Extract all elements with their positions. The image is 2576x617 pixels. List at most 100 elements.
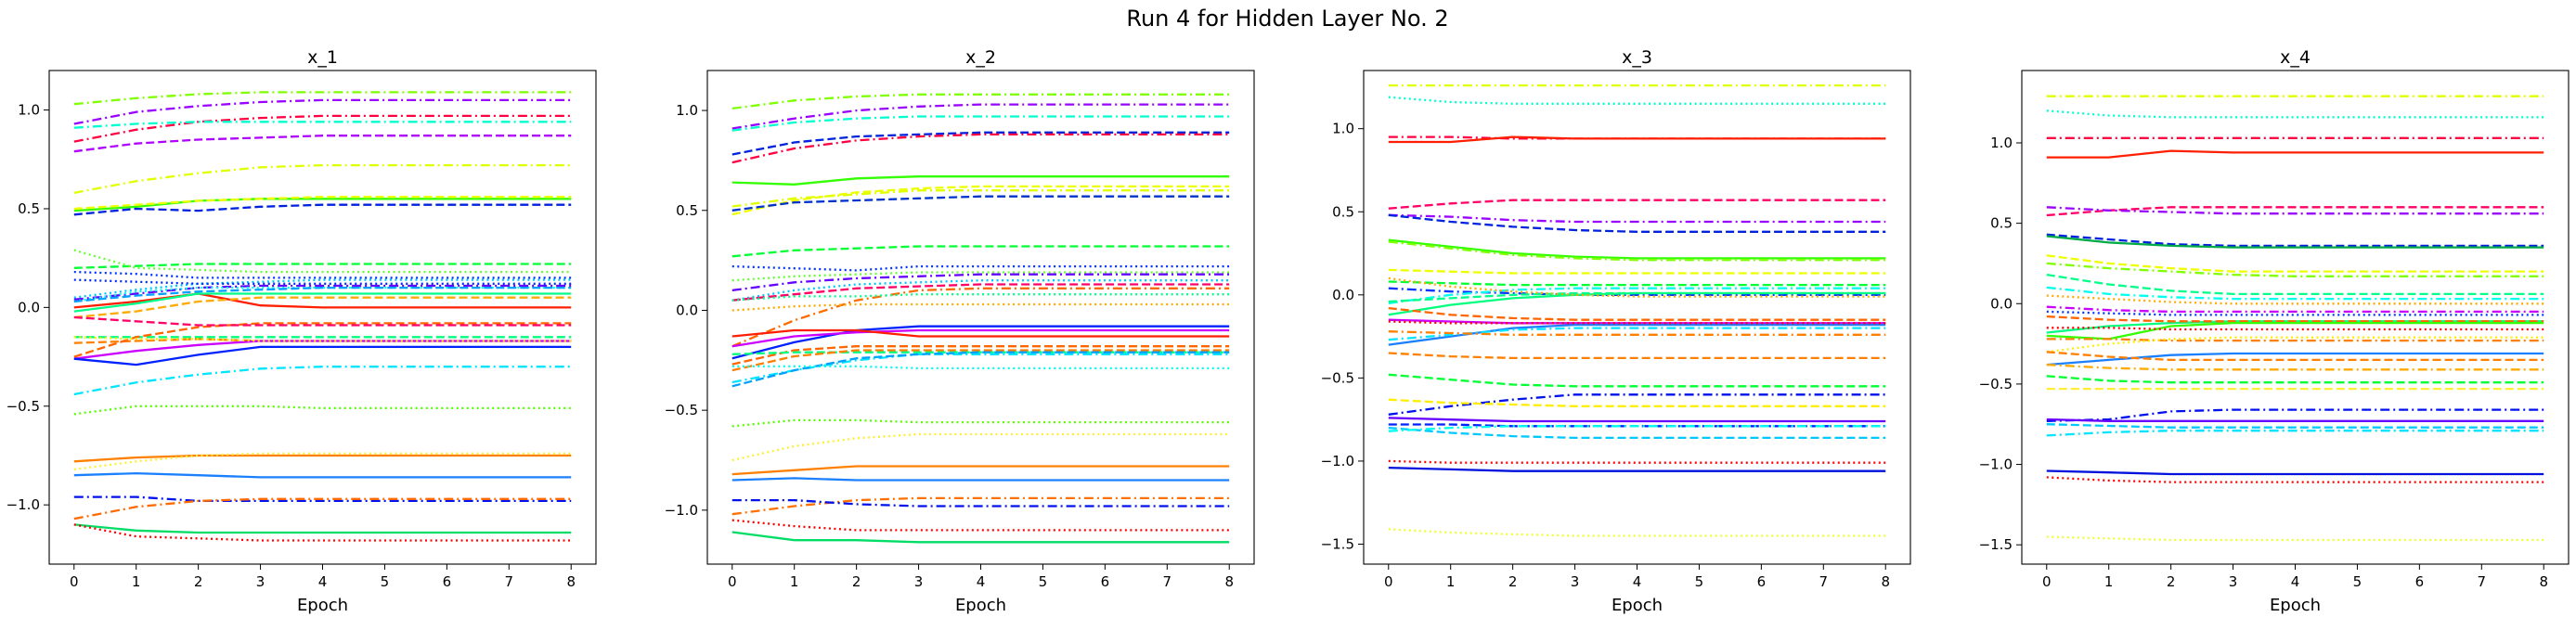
axes-frame (48, 70, 597, 565)
y-tick-label: 1.0 (18, 102, 40, 119)
x-tick-label: 1 (132, 573, 141, 590)
series-line-15 (1388, 291, 1886, 316)
x-tick-label: 2 (194, 573, 203, 590)
series-line-9 (73, 121, 572, 129)
series-line-21 (73, 286, 572, 303)
chart-panel-4: 0 1 2 3 4 5 6 7 8 −1.5 −1.0 −0.5 0.0 0.5 1.0 x_4 Epoch (1979, 47, 2570, 615)
y-tick-label: −0.5 (1321, 369, 1354, 386)
series-line-17 (731, 293, 1230, 302)
y-tick-label: −1.5 (1321, 536, 1354, 553)
series-line-30 (731, 465, 1230, 476)
figure-title: Run 4 for Hidden Layer No. 2 (1126, 6, 1448, 32)
y-tick-label: −1.0 (1979, 456, 2013, 473)
series-line-15 (2046, 310, 2544, 316)
y-tick-label: −1.0 (6, 496, 40, 513)
series-line-6 (731, 175, 1230, 186)
x-tick-label: 6 (2415, 573, 2425, 590)
y-tick-label: 1.0 (676, 102, 698, 119)
series-line-5 (1388, 199, 1886, 210)
series-line-14 (2046, 305, 2544, 314)
series-line-27 (2046, 408, 2544, 422)
series-line-34 (73, 497, 572, 521)
series-line-32 (73, 452, 572, 471)
series-line-16 (731, 287, 1230, 348)
series-group (2046, 95, 2544, 542)
series-line-16 (1388, 276, 1886, 298)
series-line-15 (73, 249, 572, 274)
series-group (731, 93, 1230, 544)
x-tick-label: 8 (1224, 573, 1234, 590)
x-tick-label: 6 (1757, 573, 1767, 590)
series-line-9 (2046, 254, 2544, 273)
series-line-18 (2046, 321, 2544, 341)
series-line-8 (1388, 238, 1886, 260)
series-line-30 (2046, 430, 2544, 437)
series-line-7 (73, 98, 572, 125)
series-line-24 (731, 349, 1230, 372)
series-line-29 (73, 336, 572, 342)
series-line-19 (73, 284, 572, 301)
y-tick-label: −1.0 (1321, 453, 1354, 469)
x-tick-label: 5 (2353, 573, 2362, 590)
series-line-26 (73, 315, 572, 327)
series-line-22 (1388, 330, 1886, 336)
series-line-8 (731, 189, 1230, 208)
y-tick-label: −0.5 (1979, 376, 2013, 392)
series-line-25 (2046, 375, 2544, 384)
series-line-23 (1388, 352, 1886, 360)
x-tick-label: 1 (2104, 573, 2114, 590)
series-group (73, 91, 572, 542)
series-line-19 (2046, 327, 2544, 331)
series-line-6 (2046, 206, 2544, 215)
series-line-14 (731, 279, 1230, 302)
x-tick-label: 0 (2042, 573, 2052, 590)
series-line-29 (1388, 426, 1886, 440)
x-tick-label: 1 (790, 573, 799, 590)
x-tick-label: 5 (1039, 573, 1048, 590)
series-line-27 (731, 365, 1230, 370)
series-line-28 (731, 418, 1230, 428)
series-line-33 (2046, 535, 2544, 542)
series-line-18 (73, 278, 572, 285)
series-line-4 (2046, 149, 2544, 159)
panel-title: x_1 (307, 47, 338, 68)
series-line-9 (1388, 240, 1886, 262)
x-tick-label: 4 (1633, 573, 1642, 590)
x-tick-label: 5 (381, 573, 390, 590)
series-line-13 (73, 196, 572, 211)
series-line-30 (1388, 425, 1886, 432)
series-line-8 (2046, 235, 2544, 249)
series-line-27 (73, 340, 572, 360)
series-line-20 (2046, 338, 2544, 342)
axes-frame (706, 70, 1255, 565)
series-line-23 (73, 292, 572, 313)
series-line-2 (1388, 96, 1886, 105)
series-line-9 (731, 195, 1230, 212)
x-tick-label: 4 (2291, 573, 2300, 590)
series-line-36 (73, 523, 572, 542)
x-tick-label: 7 (2478, 573, 2487, 590)
series-line-10 (1388, 268, 1886, 275)
series-line-17 (1388, 306, 1886, 321)
series-line-21 (731, 328, 1230, 338)
x-tick-label: 7 (1163, 573, 1172, 590)
series-line-28 (73, 345, 572, 366)
series-line-18 (731, 302, 1230, 312)
series-line-13 (1388, 287, 1886, 304)
series-line-2 (2046, 109, 2544, 119)
x-axis-label: Epoch (1612, 596, 1663, 615)
x-tick-label: 0 (1384, 573, 1393, 590)
series-line-30 (73, 366, 572, 396)
axes-frame (2021, 70, 2570, 565)
series-line-25 (1388, 393, 1886, 416)
series-line-4 (1388, 135, 1886, 144)
x-tick-label: 3 (914, 573, 924, 590)
series-line-31 (1388, 459, 1886, 464)
series-line-29 (2046, 423, 2544, 429)
y-tick-label: −1.0 (665, 502, 698, 519)
series-line-12 (1388, 287, 1886, 296)
series-line-11 (2046, 273, 2544, 296)
y-tick-label: 0.0 (1990, 295, 2013, 312)
series-line-32 (731, 496, 1230, 516)
